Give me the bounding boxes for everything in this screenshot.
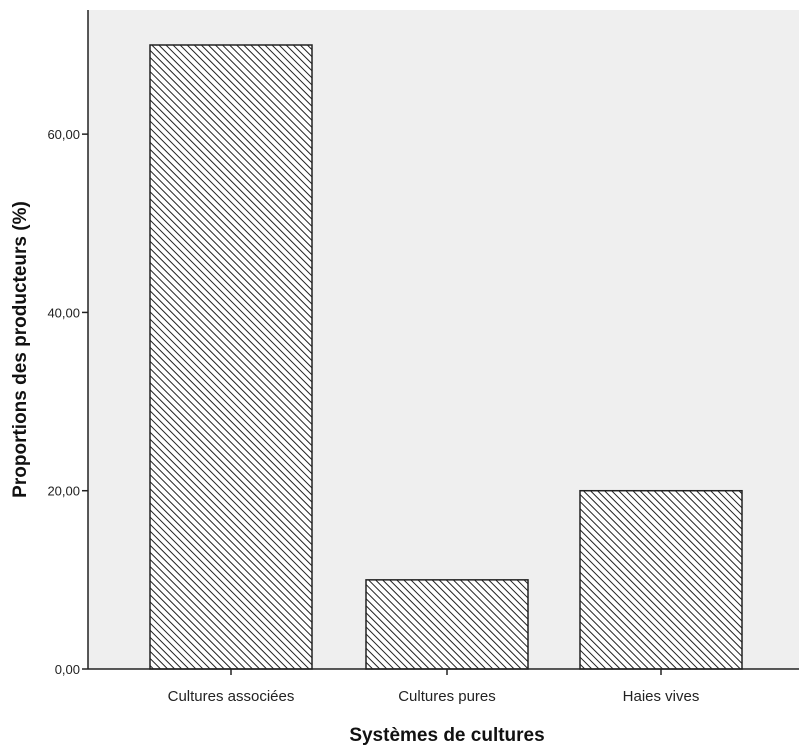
x-tick-label: Haies vives bbox=[623, 688, 700, 705]
y-tick-label: 20,00 bbox=[47, 484, 80, 499]
y-tick-label: 40,00 bbox=[47, 305, 80, 320]
bar-1 bbox=[365, 579, 529, 670]
x-tick-label: Cultures pures bbox=[398, 688, 496, 705]
y-tick-label: 60,00 bbox=[47, 127, 80, 142]
x-tick-label: Cultures associées bbox=[168, 688, 295, 705]
y-axis-title: Proportions des producteurs (%) bbox=[10, 201, 31, 498]
x-axis: Cultures associées Cultures pures Haies vi… bbox=[88, 668, 799, 705]
bar-group bbox=[149, 44, 743, 670]
x-axis-title: Systèmes de cultures bbox=[349, 725, 544, 746]
y-tick-label: 0,00 bbox=[55, 662, 80, 677]
bar-0 bbox=[149, 44, 313, 670]
bar-2 bbox=[579, 489, 743, 670]
y-axis: 0,00 20,00 40,00 60,00 bbox=[47, 10, 89, 677]
